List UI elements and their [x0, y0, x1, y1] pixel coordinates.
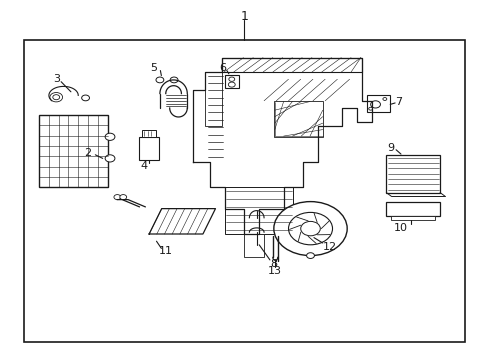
Text: 9: 9 [387, 143, 394, 153]
Bar [224, 75, 238, 88]
Circle shape [120, 195, 126, 200]
Circle shape [288, 212, 332, 245]
Text: 4: 4 [141, 161, 147, 171]
Text: 8: 8 [270, 258, 277, 269]
Text: 6: 6 [219, 63, 225, 73]
Text: 10: 10 [393, 222, 407, 233]
Circle shape [105, 133, 115, 140]
Circle shape [382, 98, 386, 100]
Circle shape [306, 253, 314, 258]
Bar [205, 72, 222, 126]
Circle shape [50, 93, 62, 102]
Bar [224, 187, 293, 234]
Circle shape [228, 77, 234, 81]
Circle shape [273, 202, 346, 256]
Circle shape [156, 77, 163, 83]
Bar [386, 155, 439, 193]
Text: 5: 5 [150, 63, 157, 73]
Bar [366, 95, 389, 112]
Bar [142, 130, 156, 137]
Bar [24, 40, 464, 342]
Bar [386, 202, 439, 216]
Circle shape [228, 82, 235, 87]
Text: 1: 1 [240, 10, 248, 23]
Circle shape [370, 101, 380, 108]
Text: 3: 3 [53, 74, 60, 84]
Circle shape [81, 95, 89, 101]
Circle shape [105, 155, 115, 162]
Bar [273, 101, 322, 137]
Text: 7: 7 [394, 96, 401, 107]
Bar [39, 115, 107, 187]
Bar [390, 216, 434, 220]
Text: 11: 11 [159, 246, 173, 256]
Text: 13: 13 [268, 266, 282, 276]
Circle shape [300, 221, 320, 236]
Circle shape [53, 95, 60, 100]
Bar [139, 137, 159, 160]
Circle shape [170, 77, 178, 83]
Bar [244, 234, 264, 257]
Circle shape [368, 107, 372, 110]
Circle shape [114, 195, 121, 200]
Text: 12: 12 [323, 242, 336, 252]
Text: 2: 2 [84, 148, 91, 158]
